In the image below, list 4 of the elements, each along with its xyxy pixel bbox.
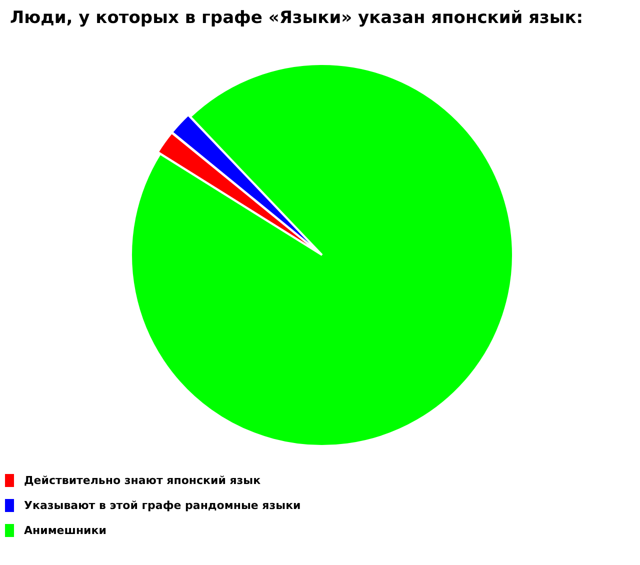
legend-label: Анимешники bbox=[24, 524, 106, 537]
legend-label: Действительно знают японский язык bbox=[24, 474, 261, 487]
chart-title: Люди, у которых в графе «Языки» указан японский язык: bbox=[10, 8, 584, 28]
legend-label: Указывают в этой графе рандомные языки bbox=[24, 499, 301, 512]
